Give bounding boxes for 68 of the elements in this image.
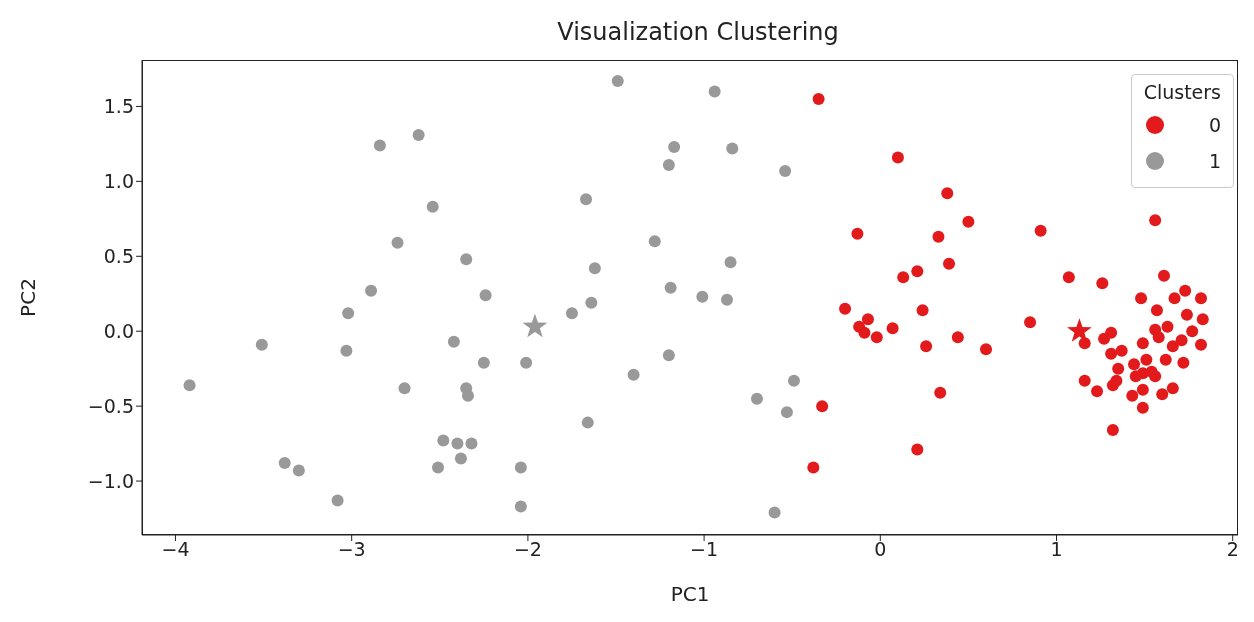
point — [664, 281, 677, 294]
point — [724, 256, 737, 269]
point — [412, 128, 425, 141]
point — [331, 494, 344, 507]
point — [451, 437, 464, 450]
point — [398, 382, 411, 395]
x-tick-label: 1 — [1050, 538, 1063, 561]
chart-title: Visualization Clustering — [556, 18, 840, 46]
point — [183, 379, 196, 392]
y-tick-label: −1.0 — [87, 469, 134, 492]
point — [750, 392, 763, 405]
y-tick-label: 1.0 — [103, 170, 134, 193]
point — [465, 437, 478, 450]
point — [460, 253, 473, 266]
point — [391, 236, 404, 249]
legend-label: 0 — [1208, 114, 1221, 136]
point — [479, 289, 492, 302]
point — [437, 434, 450, 447]
point — [477, 356, 490, 369]
x-tick-label: 2 — [1226, 538, 1239, 561]
point — [514, 500, 527, 513]
point — [581, 416, 594, 429]
point — [292, 464, 305, 477]
point — [780, 406, 793, 419]
point — [278, 457, 291, 470]
y-axis-title: PC2 — [16, 278, 41, 317]
point — [522, 313, 548, 338]
point — [726, 142, 739, 155]
point — [520, 356, 533, 369]
point — [648, 235, 661, 248]
point — [787, 374, 800, 387]
x-tick-label: −2 — [513, 538, 542, 561]
point — [627, 368, 640, 381]
point — [373, 139, 386, 152]
point — [365, 284, 378, 297]
x-axis-title: PC1 — [670, 582, 710, 606]
point — [565, 307, 578, 320]
point — [662, 158, 675, 171]
point — [454, 452, 467, 465]
point — [668, 140, 681, 153]
point — [340, 344, 353, 357]
point — [580, 193, 593, 206]
point — [611, 74, 624, 87]
x-tick-label: −3 — [337, 538, 366, 561]
legend-label: 1 — [1208, 150, 1221, 172]
point — [768, 506, 781, 519]
point — [662, 349, 675, 362]
x-tick-label: −4 — [161, 538, 190, 561]
y-tick-label: 1.5 — [103, 95, 134, 118]
point — [696, 290, 709, 303]
x-tick-label: 0 — [874, 538, 887, 561]
point — [255, 338, 268, 351]
point — [708, 85, 721, 98]
point — [721, 293, 733, 306]
point — [432, 461, 445, 474]
y-tick-label: 0.5 — [103, 245, 134, 268]
point — [779, 164, 792, 177]
point — [588, 262, 601, 275]
x-tick-label: −1 — [690, 538, 719, 561]
point — [342, 307, 355, 320]
point — [1067, 318, 1092, 342]
point — [447, 335, 460, 348]
point — [514, 461, 527, 474]
point — [426, 200, 439, 213]
y-tick-label: −0.5 — [87, 394, 134, 417]
point — [585, 296, 598, 309]
legend-title: Clusters — [1143, 81, 1221, 103]
y-tick-label: 0.0 — [103, 319, 134, 342]
